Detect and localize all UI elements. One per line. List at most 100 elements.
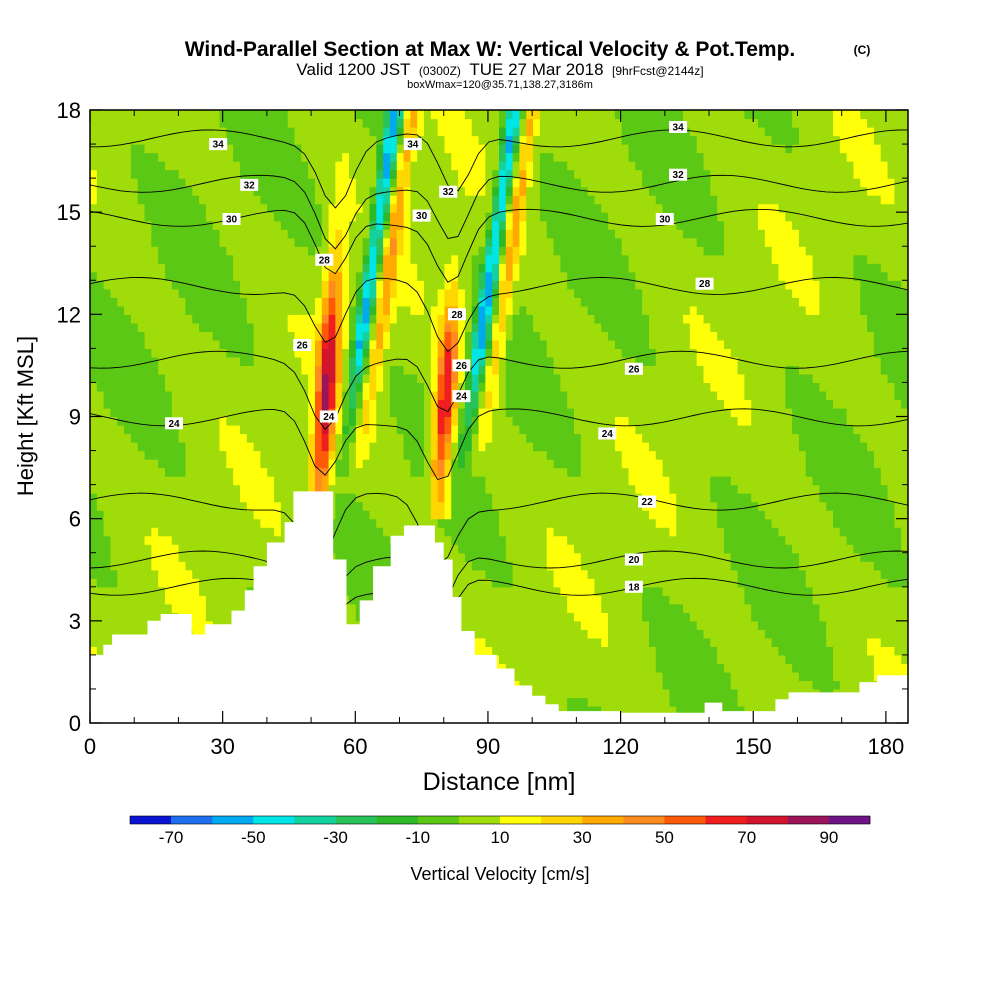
velocity-cell: [287, 339, 296, 349]
velocity-cell: [410, 203, 418, 213]
velocity-cell: [110, 365, 118, 375]
velocity-cell: [437, 331, 446, 341]
velocity-cell: [253, 254, 262, 264]
velocity-cell: [389, 459, 398, 469]
velocity-cell: [328, 110, 336, 120]
velocity-cell: [424, 161, 432, 171]
velocity-cell: [267, 518, 275, 528]
velocity-cell: [287, 271, 296, 281]
velocity-cell: [464, 339, 473, 349]
velocity-cell: [342, 527, 350, 537]
velocity-cell: [130, 459, 139, 469]
velocity-cell: [349, 484, 357, 494]
velocity-cell: [451, 382, 459, 392]
velocity-cell: [505, 297, 514, 307]
velocity-cell: [219, 348, 227, 358]
velocity-cell: [144, 322, 152, 332]
velocity-cell: [519, 603, 527, 613]
velocity-cell: [403, 297, 411, 307]
velocity-cell: [526, 603, 534, 613]
velocity-cell: [410, 484, 418, 494]
velocity-cell: [499, 501, 507, 511]
velocity-cell: [96, 612, 105, 622]
velocity-cell: [274, 186, 282, 196]
velocity-cell: [492, 450, 500, 460]
velocity-cell: [117, 220, 125, 230]
velocity-cell: [526, 212, 534, 222]
velocity-cell: [458, 246, 466, 256]
velocity-cell: [417, 186, 425, 196]
velocity-cell: [233, 152, 241, 162]
velocity-cell: [533, 663, 541, 673]
velocity-cell: [171, 603, 180, 613]
velocity-cell: [430, 339, 439, 349]
velocity-cell: [253, 314, 262, 324]
velocity-cell: [533, 561, 541, 571]
velocity-cell: [492, 476, 500, 486]
velocity-cell: [287, 203, 296, 213]
velocity-cell: [274, 127, 282, 137]
velocity-cell: [349, 493, 357, 503]
velocity-cell: [239, 161, 248, 171]
velocity-cell: [274, 271, 282, 281]
velocity-cell: [192, 246, 200, 256]
velocity-cell: [287, 118, 296, 128]
velocity-cell: [246, 152, 255, 162]
velocity-cell: [505, 110, 514, 120]
velocity-cell: [205, 271, 214, 281]
velocity-cell: [151, 212, 159, 222]
velocity-cell: [499, 373, 507, 384]
velocity-cell: [124, 603, 132, 613]
velocity-cell: [280, 246, 289, 256]
velocity-cell: [117, 314, 125, 324]
velocity-cell: [178, 339, 187, 349]
velocity-cell: [546, 356, 555, 367]
velocity-cell: [90, 484, 98, 494]
velocity-cell: [171, 595, 180, 605]
velocity-cell: [144, 450, 152, 460]
velocity-cell: [280, 510, 289, 520]
velocity-cell: [124, 620, 132, 630]
velocity-cell: [519, 288, 527, 298]
copyright-mark: (C): [854, 43, 871, 57]
velocity-cell: [444, 518, 452, 528]
velocity-cell: [533, 246, 541, 256]
velocity-cell: [458, 237, 466, 247]
velocity-cell: [539, 654, 548, 664]
velocity-cell: [424, 484, 432, 494]
velocity-cell: [458, 493, 466, 503]
velocity-cell: [478, 161, 486, 171]
velocity-cell: [314, 442, 323, 452]
velocity-cell: [458, 195, 466, 205]
velocity-cell: [328, 390, 336, 401]
velocity-cell: [355, 425, 364, 435]
velocity-cell: [526, 297, 534, 307]
velocity-cell: [124, 348, 132, 358]
velocity-cell: [478, 595, 486, 605]
velocity-cell: [553, 416, 561, 426]
velocity-cell: [287, 459, 296, 469]
velocity-cell: [199, 118, 207, 128]
velocity-cell: [185, 288, 193, 298]
velocity-cell: [458, 425, 466, 435]
velocity-cell: [144, 237, 152, 247]
velocity-cell: [499, 561, 507, 571]
velocity-cell: [226, 144, 234, 154]
velocity-cell: [369, 527, 377, 537]
velocity-cell: [430, 518, 439, 528]
velocity-cell: [478, 339, 486, 349]
velocity-cell: [185, 467, 193, 477]
velocity-cell: [355, 144, 364, 154]
velocity-cell: [546, 425, 555, 435]
velocity-cell: [164, 186, 173, 196]
velocity-cell: [205, 118, 214, 128]
velocity-cell: [396, 373, 405, 384]
velocity-cell: [274, 442, 282, 452]
velocity-cell: [117, 433, 125, 443]
velocity-cell: [287, 476, 296, 486]
velocity-cell: [171, 467, 180, 477]
velocity-cell: [199, 297, 207, 307]
velocity-cell: [424, 425, 432, 435]
velocity-cell: [403, 450, 411, 460]
